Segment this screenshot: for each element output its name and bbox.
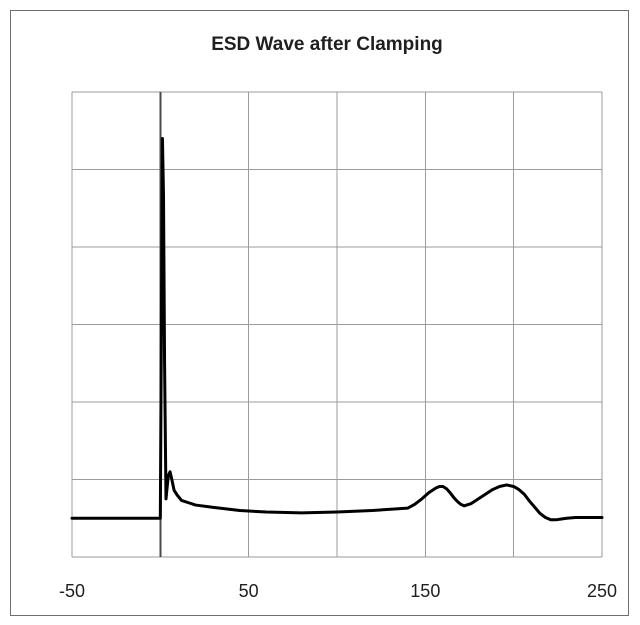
chart-title: ESD Wave after Clamping bbox=[211, 34, 443, 55]
x-tick-label-4: 150 bbox=[410, 581, 440, 601]
x-tick-label-0: -50 bbox=[59, 581, 85, 601]
x-tick-label-6: 250 bbox=[587, 581, 617, 601]
x-tick-label-2: 50 bbox=[239, 581, 259, 601]
chart-frame bbox=[10, 10, 629, 616]
esd-wave-line bbox=[70, 137, 604, 522]
grid-layer bbox=[71, 91, 603, 558]
tick-labels: -50 50 150 250 bbox=[59, 581, 617, 601]
